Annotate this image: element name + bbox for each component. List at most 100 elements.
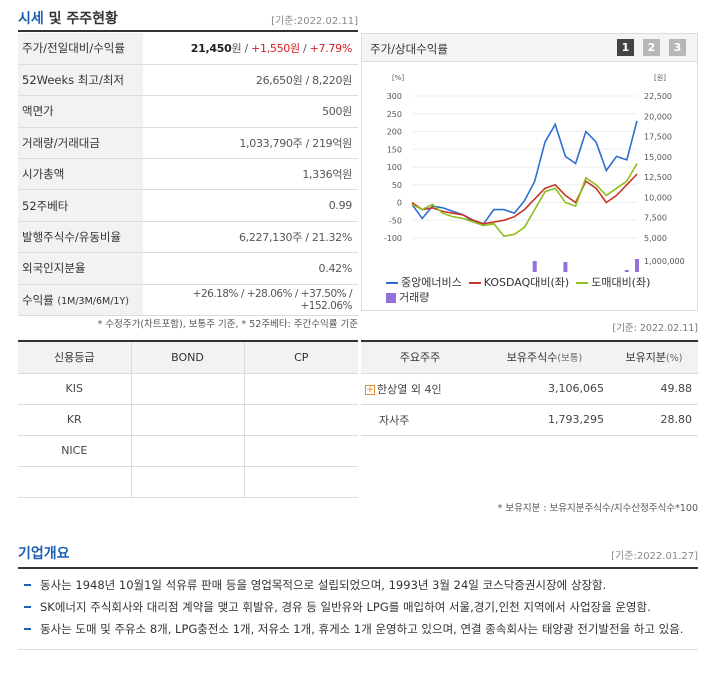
holder-pct-cell: 49.88 [610,373,698,405]
row-label: 주가/전일대비/수익률 [18,33,143,65]
legend-item-wholesale: 도매대비(좌) [576,276,650,289]
left-axis-unit: [%] [392,74,404,82]
cp-cell [244,404,358,436]
legend-line-icon [576,282,589,284]
credit-top-rule [18,340,358,342]
left-tick-label: 200 [387,128,402,137]
overview-list: 동사는 1948년 10월1일 석유류 판매 등을 영업목적으로 설립되었으며,… [18,567,698,650]
row-value: 26,650원 / 8,220원 [143,64,358,97]
bond-cell [131,466,245,498]
price-change: +1,550원 [251,42,300,56]
row-label: 시가총액 [18,158,143,191]
column-header: 주요주주 [361,342,479,374]
left-tick-label: 300 [387,92,402,101]
column-header: BOND [131,342,245,374]
price-value: 21,450원 / +1,550원 / +7.79% [143,33,358,65]
row-value: 0.42% [143,252,358,285]
right-tick-label: 20,000 [644,112,672,121]
row-value: 500원 [143,95,358,128]
column-header: 보유지분(%) [610,342,698,374]
market-footnote: * 수정주가(차트포함), 보통주 기준, * 52주베타: 주간수익률 기준 [97,319,358,330]
legend-item-price: 중앙에너비스 [386,276,462,289]
list-item: 동사는 도매 및 주유소 8개, LPG충전소 1개, 저유소 1개, 휴게소 … [18,619,698,639]
bullet-dash-icon [24,606,31,608]
table-row: + 한상열 외 4인 3,106,065 49.88 [361,373,698,405]
right-tick-label: 22,500 [644,92,672,101]
credit-table: 신용등급 BOND CP KIS KR NICE [18,342,358,498]
row-label: 52Weeks 최고/최저 [18,64,143,97]
row-label: 액면가 [18,95,143,128]
row-label: 52주베타 [18,189,143,222]
table-row: 발행주식수/유동비율 6,227,130주 / 21.32% [18,221,358,254]
expand-plus-icon[interactable]: + [365,384,375,395]
holders-top-rule [361,340,698,342]
chart-period-button-1[interactable]: 1 [617,39,634,56]
legend-box-icon [386,293,396,303]
volume-bar [532,261,537,272]
agency-cell [18,466,132,498]
table-row: 수익률 (1M/3M/6M/1Y) +26.18% / +28.06% / +3… [18,284,358,317]
legend-line-icon [468,282,481,284]
market-basis-date: [기준:2022.02.11] [271,16,358,27]
legend-line-icon [386,282,398,284]
right-tick-label: 7,500 [644,214,667,223]
left-tick-label: 150 [387,145,402,154]
volume-bar [624,270,629,272]
row-value: 0.99 [143,189,358,222]
cp-cell [244,466,358,498]
row-value: 1,336억원 [143,158,358,191]
table-row: 시가총액 1,336억원 [18,158,358,191]
row-label: 외국인지분율 [18,252,143,285]
list-item: SK에너지 주식회사와 대리점 계약을 맺고 휘발유, 경유 등 일반유와 LP… [18,597,698,617]
cp-cell [244,435,358,467]
chart-period-button-3[interactable]: 3 [669,39,686,56]
bullet-dash-icon [24,628,31,630]
volume-bar [635,259,639,272]
price-chart: [%] [원] 300 250 200 150 100 50 0 -50 -100 22,500 20,… [384,73,685,272]
table-row: 외국인지분율 0.42% [18,252,358,285]
chart-period-button-2[interactable]: 2 [643,39,660,56]
agency-cell: KIS [18,373,132,405]
column-header: 보유주식수(보통) [479,342,610,374]
chart-panel-header: 주가/상대수익률 1 2 3 [362,34,697,62]
chart-panel-title: 주가/상대수익률 [370,42,448,56]
table-row: KR [18,404,358,436]
table-row [18,466,358,498]
right-tick-label: 15,000 [644,153,672,162]
table-row: 거래량/거래대금 1,033,790주 / 219억원 [18,127,358,160]
overview-section-title: 기업개요 [18,546,70,562]
left-tick-label: 250 [387,110,402,119]
cp-cell [244,373,358,405]
bond-cell [131,404,245,436]
bullet-dash-icon [24,584,31,586]
legend-item-kosdaq: KOSDAQ대비(좌) [468,276,569,289]
right-tick-label: 10,000 [644,193,672,202]
row-value: 6,227,130주 / 21.32% [143,221,358,254]
right-axis-unit: [원] [654,73,666,82]
chart-panel: 주가/상대수익률 1 2 3 [%] [원] 300 250 200 150 100 50 0 -… [361,33,698,311]
volume-tick-label: 1,000,000 [644,257,685,266]
holder-shares-cell: 1,793,295 [479,404,610,436]
series-line [411,173,638,225]
volume-bar [563,262,568,272]
left-tick-label: 100 [387,163,402,172]
right-tick-label: 17,500 [644,133,672,142]
price-rate: +7.79% [309,42,353,56]
overview-basis-date: [기준:2022.01.27] [611,551,698,562]
market-table: 주가/전일대비/수익률 21,450원 / +1,550원 / +7.79% 5… [18,33,358,317]
chart-legend: 중앙에너비스 KOSDAQ대비(좌) 도매대비(좌) [386,274,650,290]
table-row: KIS [18,373,358,405]
bond-cell [131,373,245,405]
right-tick-label: 5,000 [644,234,667,243]
market-section-title: 시세 및 주주현황 [18,11,118,27]
returns-value: +26.18% / +28.06% / +37.50% / +152.06% [143,284,358,317]
holder-name-cell: + 한상열 외 4인 [361,373,479,405]
row-label: 발행주식수/유동비율 [18,221,143,254]
row-label: 거래량/거래대금 [18,127,143,160]
market-section-subtitle: 및 주주현황 [48,11,118,27]
column-header: CP [244,342,358,374]
table-row: 52주베타 0.99 [18,189,358,222]
table-row: 자사주 1,793,295 28.80 [361,404,698,436]
legend-item-volume: 거래량 [386,289,429,305]
left-tick-label: 50 [392,181,402,190]
